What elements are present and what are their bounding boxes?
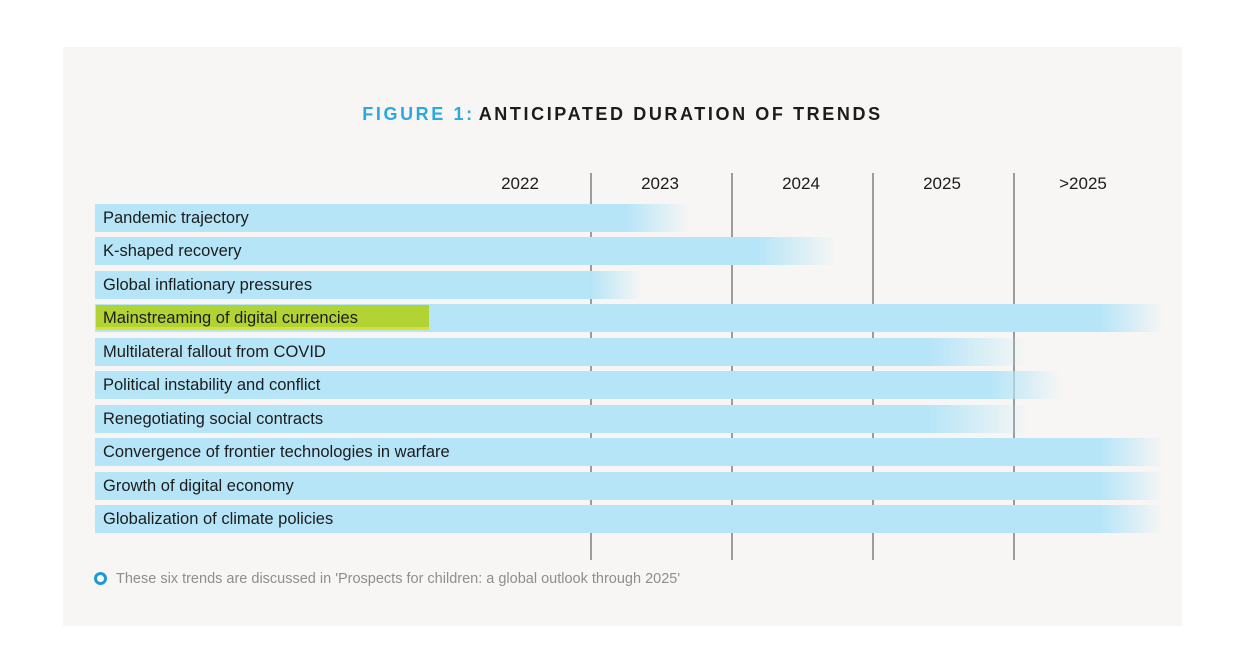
trend-label: Multilateral fallout from COVID: [103, 342, 326, 361]
trend-duration-bar: [95, 371, 1062, 400]
green-highlight: [96, 305, 429, 331]
trend-row: Political instability and conflict: [95, 371, 1062, 400]
trend-duration-bar: [95, 337, 1027, 366]
year-gridline: [590, 173, 592, 560]
year-gridline: [1013, 173, 1015, 560]
year-column-label: 2022: [501, 174, 539, 193]
year-gridline: [872, 173, 874, 560]
figure-panel: FIGURE 1: ANTICIPATED DURATION OF TRENDS …: [63, 47, 1182, 626]
trend-label: Globalization of climate policies: [103, 510, 334, 529]
footnote-marker-icon: [94, 572, 107, 585]
gantt-chart: 2022 2023 2024 2025 >2025 Pandemic trajectory…: [63, 47, 1182, 626]
trend-label: Convergence of frontier technologies in …: [103, 443, 450, 462]
year-column-label: 2024: [782, 174, 820, 193]
trend-duration-bar: [95, 204, 690, 232]
trend-row: K-shaped recovery: [95, 237, 837, 266]
trend-label: Growth of digital economy: [103, 476, 294, 495]
year-column-label: 2023: [641, 174, 679, 193]
figure-number-label: FIGURE 1:: [362, 104, 475, 124]
figure-title: FIGURE 1: ANTICIPATED DURATION OF TRENDS: [63, 104, 1182, 125]
trend-duration-bar: [95, 270, 642, 299]
trend-duration-bar: [95, 237, 837, 266]
figure-title-text: ANTICIPATED DURATION OF TRENDS: [478, 104, 883, 124]
trend-duration-bar: [95, 471, 1164, 500]
trend-row: Mainstreaming of digital currencies: [95, 304, 1164, 333]
trend-row: Globalization of climate policies: [95, 505, 1164, 534]
footnote: These six trends are discussed in 'Prosp…: [94, 571, 680, 587]
trend-row: Global inflationary pressures: [95, 270, 642, 299]
trend-duration-bar: [95, 404, 1030, 433]
trend-row: Pandemic trajectory: [95, 204, 690, 232]
trend-label: Mainstreaming of digital currencies: [103, 309, 358, 328]
trend-label: Political instability and conflict: [103, 376, 321, 395]
trend-label: Global inflationary pressures: [103, 275, 313, 294]
year-column-label: >2025: [1059, 174, 1107, 193]
footnote-text: These six trends are discussed in 'Prosp…: [116, 571, 681, 587]
trend-row: Convergence of frontier technologies in …: [95, 438, 1164, 467]
trend-label: K-shaped recovery: [103, 242, 242, 261]
trend-row: Growth of digital economy: [95, 471, 1164, 500]
trend-row: Renegotiating social contracts: [95, 404, 1030, 433]
year-column-label: 2025: [923, 174, 961, 193]
year-gridline: [731, 173, 733, 560]
trend-duration-bar: [95, 438, 1164, 467]
trend-row: Multilateral fallout from COVID: [95, 337, 1027, 366]
trend-label: Renegotiating social contracts: [103, 409, 324, 428]
trend-duration-bar: [95, 505, 1164, 534]
trend-label: Pandemic trajectory: [103, 209, 249, 227]
